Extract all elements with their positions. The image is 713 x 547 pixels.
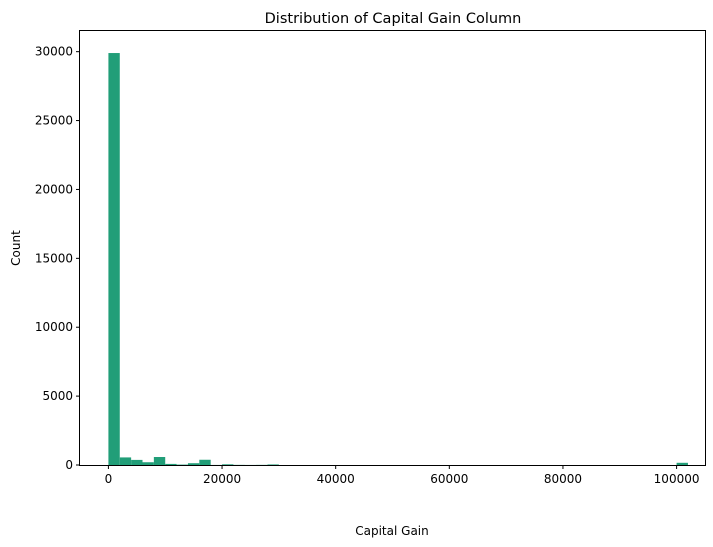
x-axis-ticks: 0 20000 40000 60000 80000 100000 — [105, 465, 700, 486]
histogram-bar — [131, 459, 143, 465]
bars-group — [108, 53, 688, 465]
histogram-bar — [165, 463, 177, 465]
y-tick-label: 5000 — [42, 389, 73, 403]
x-tick-label: 40000 — [317, 472, 355, 486]
y-tick-label: 15000 — [35, 251, 73, 265]
histogram-bar — [142, 462, 154, 465]
chart-title: Distribution of Capital Gain Column — [265, 11, 522, 27]
y-axis-label: Count — [9, 230, 23, 266]
histogram-bar — [108, 53, 120, 465]
y-tick-label: 30000 — [35, 45, 73, 59]
x-axis-label: Capital Gain — [355, 524, 428, 538]
y-tick-label: 25000 — [35, 114, 73, 128]
histogram-bar — [222, 464, 234, 465]
plot-frame — [79, 30, 706, 466]
y-tick-label: 0 — [65, 458, 73, 472]
y-tick-label: 10000 — [35, 320, 73, 334]
x-tick-label: 0 — [105, 472, 113, 486]
x-tick-label: 100000 — [654, 472, 700, 486]
x-tick-label: 80000 — [544, 472, 582, 486]
histogram-bar — [153, 457, 166, 465]
histogram-bar — [267, 464, 279, 465]
x-tick-label: 20000 — [203, 472, 241, 486]
y-axis-ticks: 0 5000 10000 15000 20000 25000 30000 — [35, 45, 80, 472]
histogram-bar — [119, 457, 132, 465]
histogram-bar — [676, 462, 688, 465]
y-tick-label: 20000 — [35, 182, 73, 196]
x-tick-label: 60000 — [430, 472, 468, 486]
histogram-bar — [187, 463, 200, 465]
histogram-bar — [199, 459, 211, 465]
